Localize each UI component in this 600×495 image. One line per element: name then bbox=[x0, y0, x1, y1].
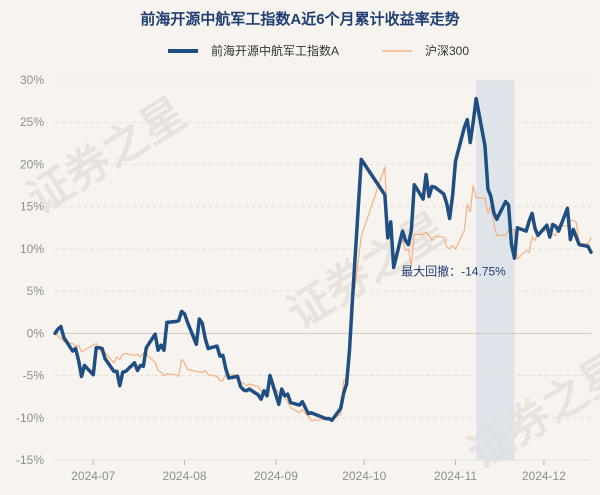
max-drawdown-band bbox=[476, 80, 515, 460]
y-tick-label: 15% bbox=[20, 200, 44, 214]
y-tick-label: 25% bbox=[20, 115, 44, 129]
y-tick-label: 20% bbox=[20, 157, 44, 171]
x-tick-label: 2024-10 bbox=[342, 469, 386, 483]
x-tick-label: 2024-08 bbox=[163, 469, 207, 483]
x-tick-label: 2024-07 bbox=[71, 469, 115, 483]
series-line-fund bbox=[53, 96, 593, 423]
x-tick-label: 2024-12 bbox=[522, 469, 566, 483]
series-line-index bbox=[54, 166, 592, 421]
annotation-layer: 最大回撤：-14.75% bbox=[401, 264, 506, 279]
x-tick-label: 2024-09 bbox=[254, 469, 298, 483]
y-tick-label: 30% bbox=[20, 73, 44, 87]
y-tick-label: -10% bbox=[16, 411, 44, 425]
y-tick-label: 10% bbox=[20, 242, 44, 256]
y-tick-label: 5% bbox=[27, 284, 45, 298]
x-tick-label: 2024-11 bbox=[434, 469, 477, 483]
max-drawdown-label: 最大回撤：-14.75% bbox=[401, 264, 506, 279]
y-tick-label: -5% bbox=[23, 369, 45, 383]
x-axis-ticks: 2024-07 2024-08 2024-09 2024-10 2024-11 2024-… bbox=[71, 460, 566, 483]
legend-label-index: 沪深300 bbox=[425, 44, 469, 58]
drawdown-band-layer bbox=[476, 80, 515, 460]
legend-label-fund: 前海开源中航军工指数A bbox=[211, 43, 339, 58]
y-tick-label: 0% bbox=[27, 326, 45, 340]
y-axis-ticks: 30% 25% 20% 15% 10% 5% 0% -5% -10% -15% bbox=[16, 73, 44, 467]
chart-title: 前海开源中航军工指数A近6个月累计收益率走势 bbox=[140, 10, 459, 28]
y-tick-label: -15% bbox=[16, 453, 44, 467]
watermark-text: 证券之星 bbox=[19, 89, 194, 224]
series-layer bbox=[53, 96, 593, 423]
legend: 前海开源中航军工指数A 沪深300 bbox=[168, 43, 469, 58]
